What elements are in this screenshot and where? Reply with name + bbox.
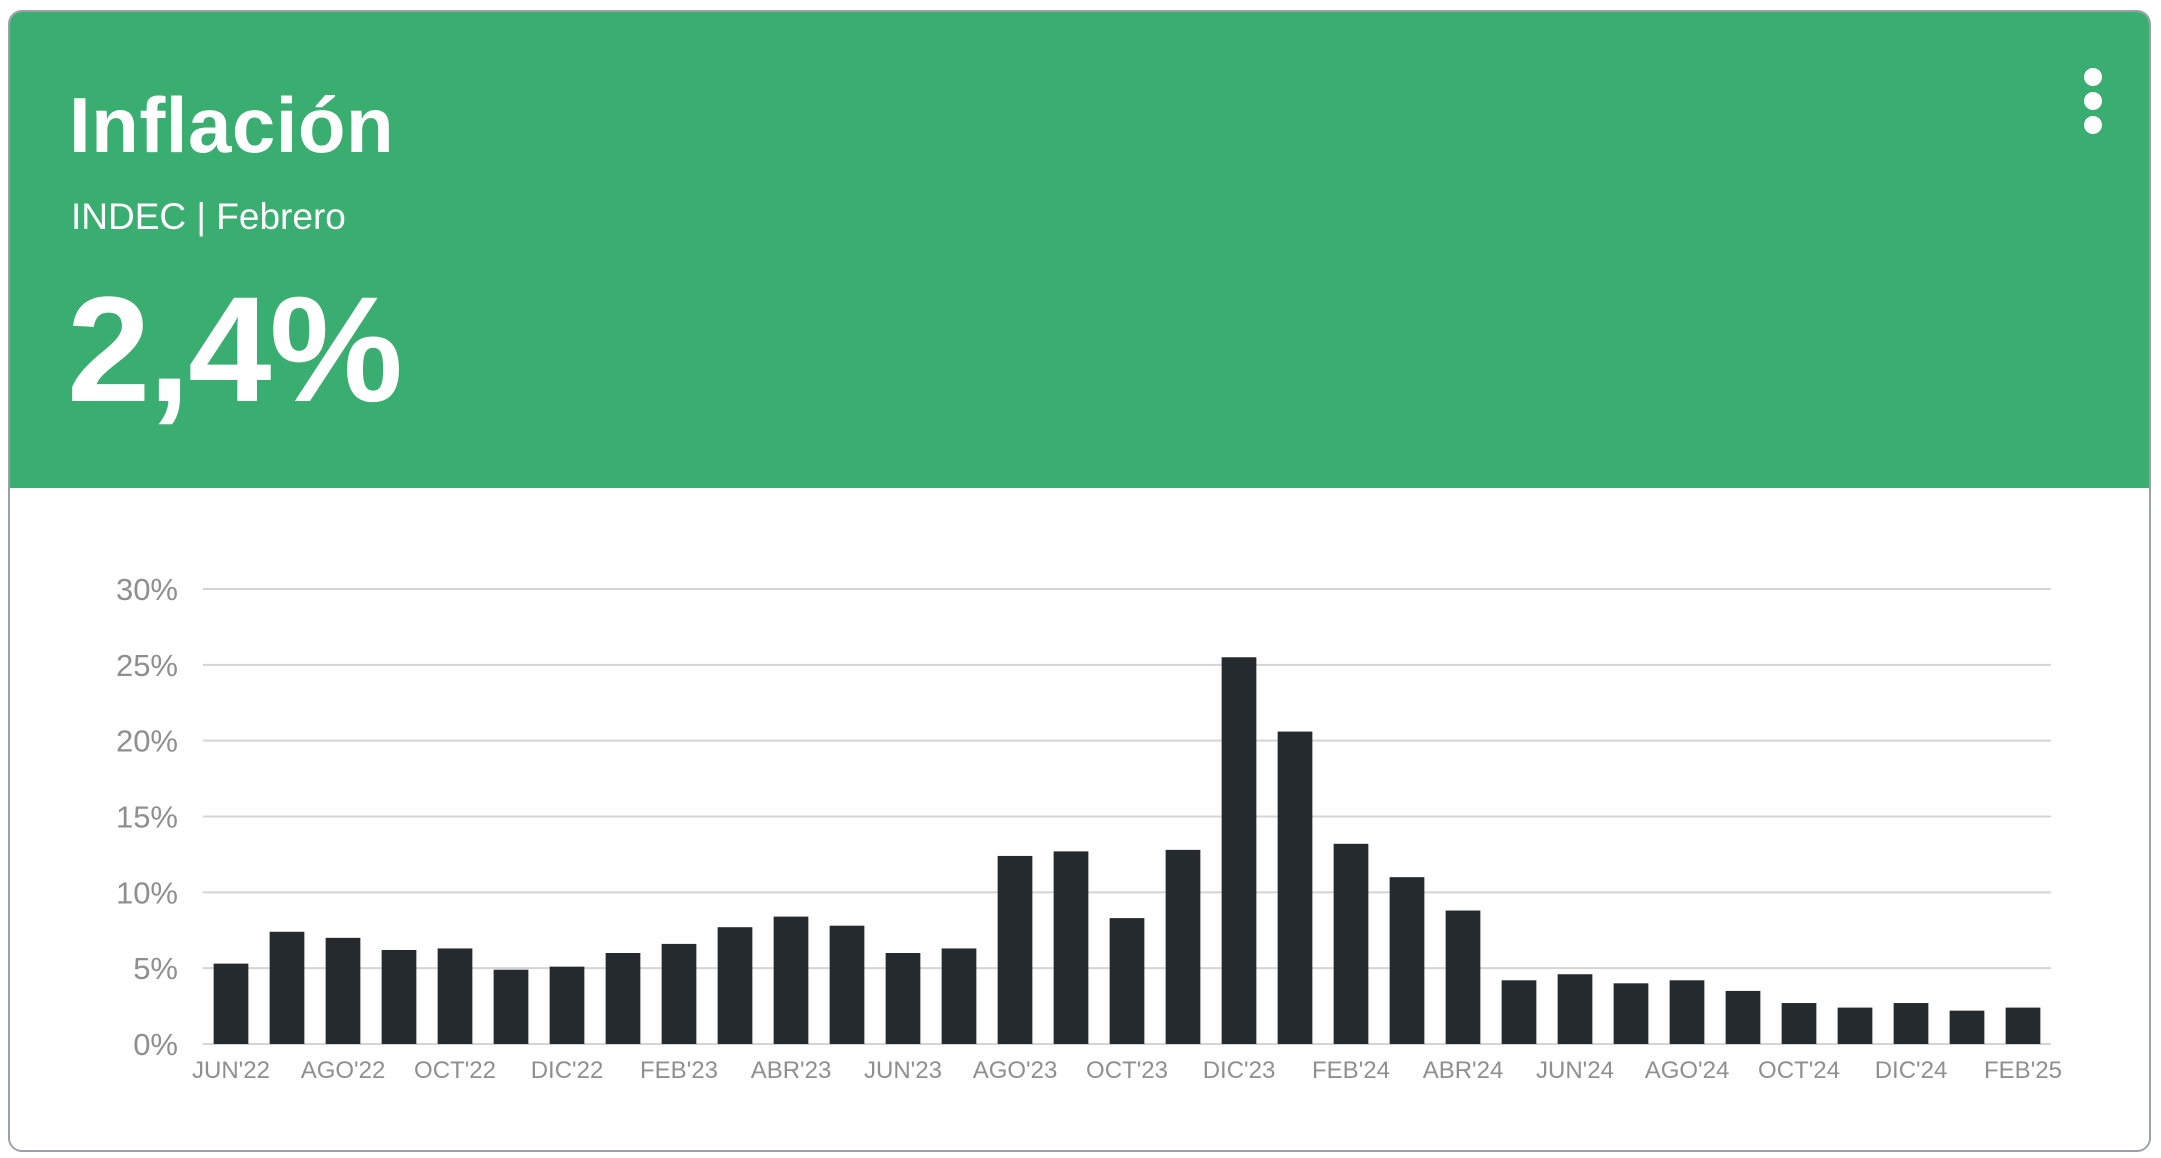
card-title: Inflación [69, 81, 395, 169]
bar[interactable] [549, 966, 585, 1044]
bar[interactable] [829, 925, 865, 1044]
y-tick-label: 20% [116, 724, 178, 759]
bar[interactable] [1613, 983, 1649, 1044]
x-tick-label: AGO'24 [1645, 1057, 1730, 1084]
x-tick-label: AGO'23 [973, 1057, 1058, 1084]
bar[interactable] [1501, 980, 1537, 1044]
bars [213, 657, 2041, 1044]
x-tick-label: OCT'24 [1758, 1057, 1840, 1084]
bar[interactable] [325, 937, 361, 1044]
y-tick-label: 25% [116, 648, 178, 683]
x-tick-label: DIC'23 [1203, 1057, 1276, 1084]
x-tick-label: DIC'24 [1875, 1057, 1948, 1084]
menu-dot [2084, 116, 2102, 134]
bar[interactable] [2005, 1007, 2041, 1044]
headline-value: 2,4% [67, 265, 403, 433]
card-header: Inflación INDEC | Febrero 2,4% [10, 12, 2149, 488]
menu-dot [2084, 92, 2102, 110]
x-tick-label: JUN'24 [1536, 1057, 1614, 1084]
bar[interactable] [1893, 1003, 1929, 1044]
bar[interactable] [661, 943, 697, 1044]
bar[interactable] [773, 916, 809, 1044]
x-tick-label: DIC'22 [531, 1057, 604, 1084]
bar[interactable] [269, 931, 305, 1044]
bar[interactable] [1333, 843, 1369, 1044]
x-tick-label: OCT'22 [414, 1057, 496, 1084]
y-tick-label: 30% [116, 572, 178, 607]
x-tick-label: FEB'23 [640, 1057, 718, 1084]
bar[interactable] [1053, 851, 1089, 1044]
card-subtitle: INDEC | Febrero [71, 196, 346, 237]
bar[interactable] [997, 855, 1033, 1044]
bar[interactable] [885, 953, 921, 1044]
bar[interactable] [493, 969, 529, 1044]
bar[interactable] [1389, 877, 1425, 1044]
grid-layer [203, 588, 2051, 1045]
x-tick-label: ABR'23 [751, 1057, 832, 1084]
bar[interactable] [941, 948, 977, 1044]
bar[interactable] [1445, 910, 1481, 1044]
x-tick-label: FEB'24 [1312, 1057, 1390, 1084]
inflation-card: Inflación INDEC | Febrero 2,4% 0% 5% 10% 15… [8, 10, 2151, 1152]
x-tick-label: JUN'23 [864, 1057, 942, 1084]
x-tick-label: JUN'22 [192, 1057, 270, 1084]
bar[interactable] [1557, 974, 1593, 1044]
bar[interactable] [1109, 918, 1145, 1044]
x-tick-label: ABR'24 [1423, 1057, 1504, 1084]
y-tick-label: 5% [133, 951, 178, 986]
inflation-bar-chart: 0% 5% 10% 15% 20% 25% 30% JUN'22 AGO'22 OCT'22 DI… [116, 572, 2062, 1084]
bar[interactable] [1165, 849, 1201, 1044]
x-tick-label: OCT'23 [1086, 1057, 1168, 1084]
bar[interactable] [437, 948, 473, 1044]
bar[interactable] [717, 927, 753, 1044]
more-vertical-icon[interactable] [2073, 68, 2113, 158]
bar[interactable] [1277, 731, 1313, 1044]
x-tick-label: AGO'22 [301, 1057, 386, 1084]
bar[interactable] [1837, 1007, 1873, 1044]
bar[interactable] [1949, 1010, 1985, 1044]
bar[interactable] [381, 949, 417, 1044]
bar[interactable] [1221, 657, 1257, 1044]
bar[interactable] [605, 953, 641, 1044]
y-tick-label: 15% [116, 800, 178, 835]
y-tick-label: 0% [133, 1027, 178, 1062]
x-tick-labels: JUN'22 AGO'22 OCT'22 DIC'22 FEB'23 ABR'23 JUN'… [192, 1057, 2062, 1084]
bar[interactable] [1669, 980, 1705, 1044]
bar[interactable] [213, 963, 249, 1044]
menu-dot [2084, 68, 2102, 86]
bar[interactable] [1725, 990, 1761, 1044]
x-tick-label: FEB'25 [1984, 1057, 2062, 1084]
y-tick-label: 10% [116, 875, 178, 910]
chart-area: 0% 5% 10% 15% 20% 25% 30% JUN'22 AGO'22 OCT'22 DI… [10, 488, 2149, 1150]
bar[interactable] [1781, 1003, 1817, 1044]
y-tick-labels: 0% 5% 10% 15% 20% 25% 30% [116, 572, 178, 1062]
